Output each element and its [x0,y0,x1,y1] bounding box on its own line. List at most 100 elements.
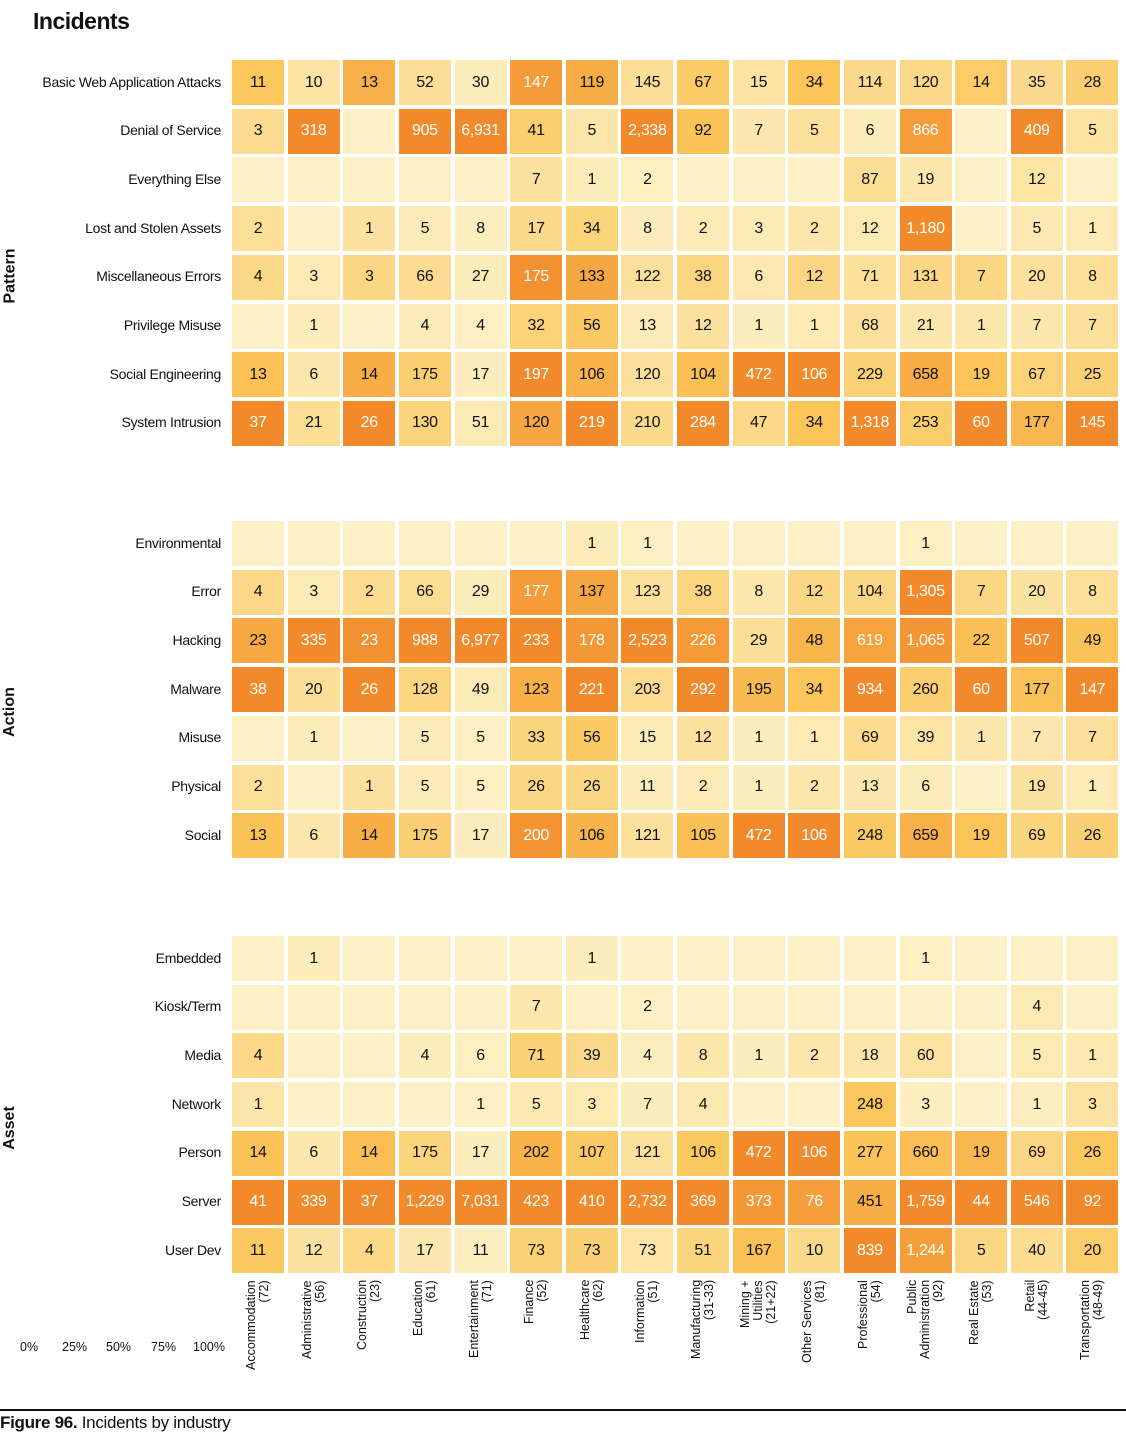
heatmap-cell: 17 [398,1228,451,1274]
heatmap-cell [955,764,1008,810]
heatmap-cell: 87 [843,157,896,203]
heatmap-cell: 147 [510,60,563,105]
heatmap-cell [287,1082,340,1128]
heatmap-cell: 121 [621,813,674,859]
heatmap-cell [232,303,284,349]
heatmap-cell: 6 [287,813,340,859]
heatmap-cell: 905 [398,108,451,154]
heatmap-cell: 292 [677,667,729,713]
heatmap-cell: 6 [287,352,340,398]
heatmap-cell [677,521,729,566]
heatmap-cell: 1 [454,1082,507,1128]
heatmap-cell: 1 [343,764,396,810]
heatmap-cell: 4 [621,1033,674,1079]
heatmap-cell [1066,157,1119,203]
heatmap-cell [343,984,396,1030]
heatmap-cell: 318 [287,108,340,154]
heatmap-cell: 1,180 [899,206,952,252]
heatmap-cell: 1 [621,521,674,566]
heatmap-cell: 29 [732,618,785,664]
heatmap-cell [955,108,1008,154]
heatmap-cell: 8 [621,206,674,252]
heatmap-cell [732,1082,785,1128]
heatmap-cell: 1 [565,521,618,566]
row-label: Kiosk/Term [154,998,222,1015]
column-label-line: (81) [813,1280,828,1303]
column-label: Professional (54) [856,1280,883,1349]
heatmap-cell: 175 [510,254,563,300]
heatmap-cell [232,715,284,761]
heatmap-cell [843,521,896,566]
heatmap-cell: 14 [343,352,396,398]
heatmap-cell: 22 [955,618,1008,664]
heatmap-cell: 18 [843,1033,896,1079]
column-label: Administrative (56) [300,1280,327,1360]
heatmap-cell: 19 [1010,764,1063,810]
heatmap-cell: 20 [1066,1228,1119,1274]
heatmap-cell: 6 [899,764,952,810]
heatmap-cell [343,108,396,154]
heatmap-cell: 14 [232,1130,284,1176]
heatmap-cell: 1 [1066,764,1119,810]
heatmap-cell [343,715,396,761]
heatmap-cell: 13 [232,813,284,859]
column-label: Retail (44-45) [1023,1280,1050,1320]
heatmap-cell: 21 [899,303,952,349]
heatmap-cell: 5 [1010,1033,1063,1079]
heatmap-cell: 5 [510,1082,563,1128]
heatmap-cell: 229 [843,352,896,398]
heatmap-cell: 7 [732,108,785,154]
heatmap-cell: 25 [1066,352,1119,398]
column-label-line: Healthcare [577,1279,592,1340]
heatmap-cell: 2 [788,1033,841,1079]
row-label: Misuse [178,729,221,746]
heatmap-cell: 121 [621,1130,674,1176]
legend-tick: 100% [193,1340,225,1354]
heatmap-cell: 4 [232,569,284,615]
heatmap-cell: 48 [788,618,841,664]
column-label-line: (52) [535,1279,550,1302]
heatmap-cell: 104 [843,569,896,615]
heatmap-cell: 472 [732,352,785,398]
column-label: Education (61) [411,1280,438,1336]
heatmap-cell: 2 [621,157,674,203]
heatmap-cell: 69 [1010,1130,1063,1176]
heatmap-cell: 3 [1066,1082,1119,1128]
row-label: Social Engineering [109,365,222,382]
heatmap-cell: 1 [565,936,618,981]
heatmap-cell: 177 [1010,667,1063,713]
heatmap-cell [843,984,896,1030]
heatmap-cell: 51 [677,1228,729,1274]
heatmap-cell [287,1033,340,1079]
row-label: Physical [171,778,221,794]
heatmap-cell: 68 [843,303,896,349]
heatmap-cell: 105 [677,813,729,859]
column-label-line: (56) [312,1280,327,1303]
heatmap-cell: 15 [732,60,785,105]
heatmap-cell: 11 [454,1228,507,1274]
heatmap-cell [1010,936,1063,981]
column-label-line: (54) [868,1280,883,1303]
heatmap-cell: 7 [621,1082,674,1128]
heatmap-cell: 7 [1010,715,1063,761]
heatmap-cell [1010,521,1063,566]
heatmap-cell: 107 [565,1130,618,1176]
heatmap-cell: 38 [677,569,729,615]
heatmap-cell [732,984,785,1030]
row-label: Server [181,1193,222,1209]
heatmap-cell [732,521,785,566]
heatmap-cell: 260 [899,667,952,713]
heatmap-cell: 10 [287,60,340,105]
column-label: Construction (23) [355,1280,382,1350]
heatmap-cell: 1,305 [899,569,952,615]
heatmap-cell: 106 [565,352,618,398]
heatmap-cell: 76 [788,1179,841,1225]
heatmap-cell: 123 [510,667,563,713]
column-label-line: (92) [931,1279,945,1303]
heatmap-cell: 659 [899,813,952,859]
heatmap-cell [955,206,1008,252]
heatmap-cell: 1 [287,936,340,981]
heatmap-cell [621,936,674,981]
heatmap-cell: 1,244 [899,1228,952,1274]
heatmap-cell: 5 [788,108,841,154]
